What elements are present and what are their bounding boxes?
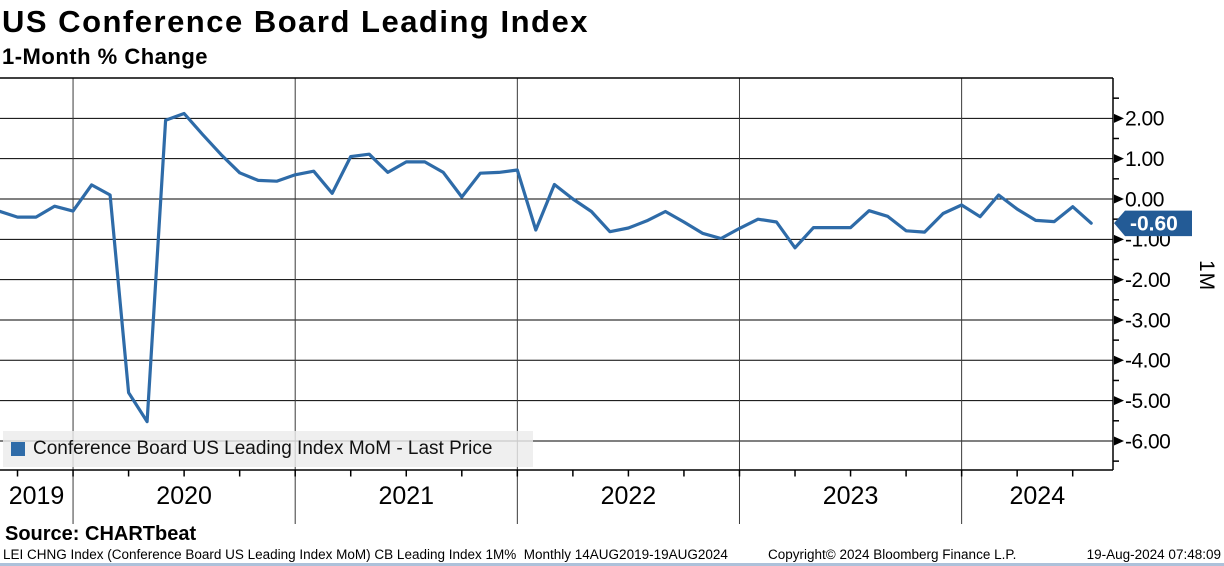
last-price-value: -0.60	[1130, 213, 1178, 236]
y-tick-label: 1.00	[1125, 148, 1164, 171]
x-year-label: 2023	[823, 482, 879, 510]
legend-swatch-icon	[11, 442, 25, 456]
y-tick-label: 2.00	[1125, 108, 1164, 131]
legend[interactable]: Conference Board US Leading Index MoM - …	[3, 431, 533, 467]
source-label: Source: CHARTbeat	[5, 523, 197, 545]
x-year-labels: 2019 2020 2021 2022 2023 2024	[9, 482, 1065, 510]
footer: LEI CHNG Index (Conference Board US Lead…	[0, 547, 1224, 563]
page-title: US Conference Board Leading Index	[2, 4, 589, 39]
y-minor-ticks	[1113, 97, 1119, 462]
last-price-tag: -0.60	[1114, 210, 1192, 237]
legend-label: Conference Board US Leading Index MoM - …	[33, 438, 493, 459]
footer-description: LEI CHNG Index (Conference Board US Lead…	[3, 547, 728, 562]
x-year-label: 2021	[378, 482, 434, 510]
page-subtitle: 1-Month % Change	[2, 44, 208, 69]
y-tick-label: 0.00	[1125, 188, 1164, 211]
y-tick-label: -5.00	[1125, 390, 1170, 413]
y-axis-unit-label: 1M	[1195, 260, 1218, 292]
y-tick-label: -3.00	[1125, 309, 1170, 332]
y-gridlines	[0, 113, 1124, 446]
x-quarter-ticks	[16, 470, 1074, 477]
x-year-label: 2022	[601, 482, 657, 510]
y-tick-label: -6.00	[1125, 430, 1170, 453]
x-year-label: 2020	[156, 482, 212, 510]
x-year-label: 2019	[9, 482, 65, 510]
bottom-accent-strip	[0, 563, 1224, 566]
plot-frame	[0, 77, 1114, 471]
y-tick-label: -2.00	[1125, 269, 1170, 292]
series	[0, 111, 1093, 424]
series-line	[0, 111, 1093, 424]
x-year-label: 2024	[1009, 482, 1065, 510]
footer-timestamp: 19-Aug-2024 07:48:09	[1086, 547, 1221, 562]
y-tick-label: -4.00	[1125, 350, 1170, 373]
footer-copyright: Copyright© 2024 Bloomberg Finance L.P.	[768, 547, 1017, 562]
y-axis-tick-labels: 2.001.000.00-1.00-2.00-3.00-4.00-5.00-6.…	[1125, 108, 1171, 454]
